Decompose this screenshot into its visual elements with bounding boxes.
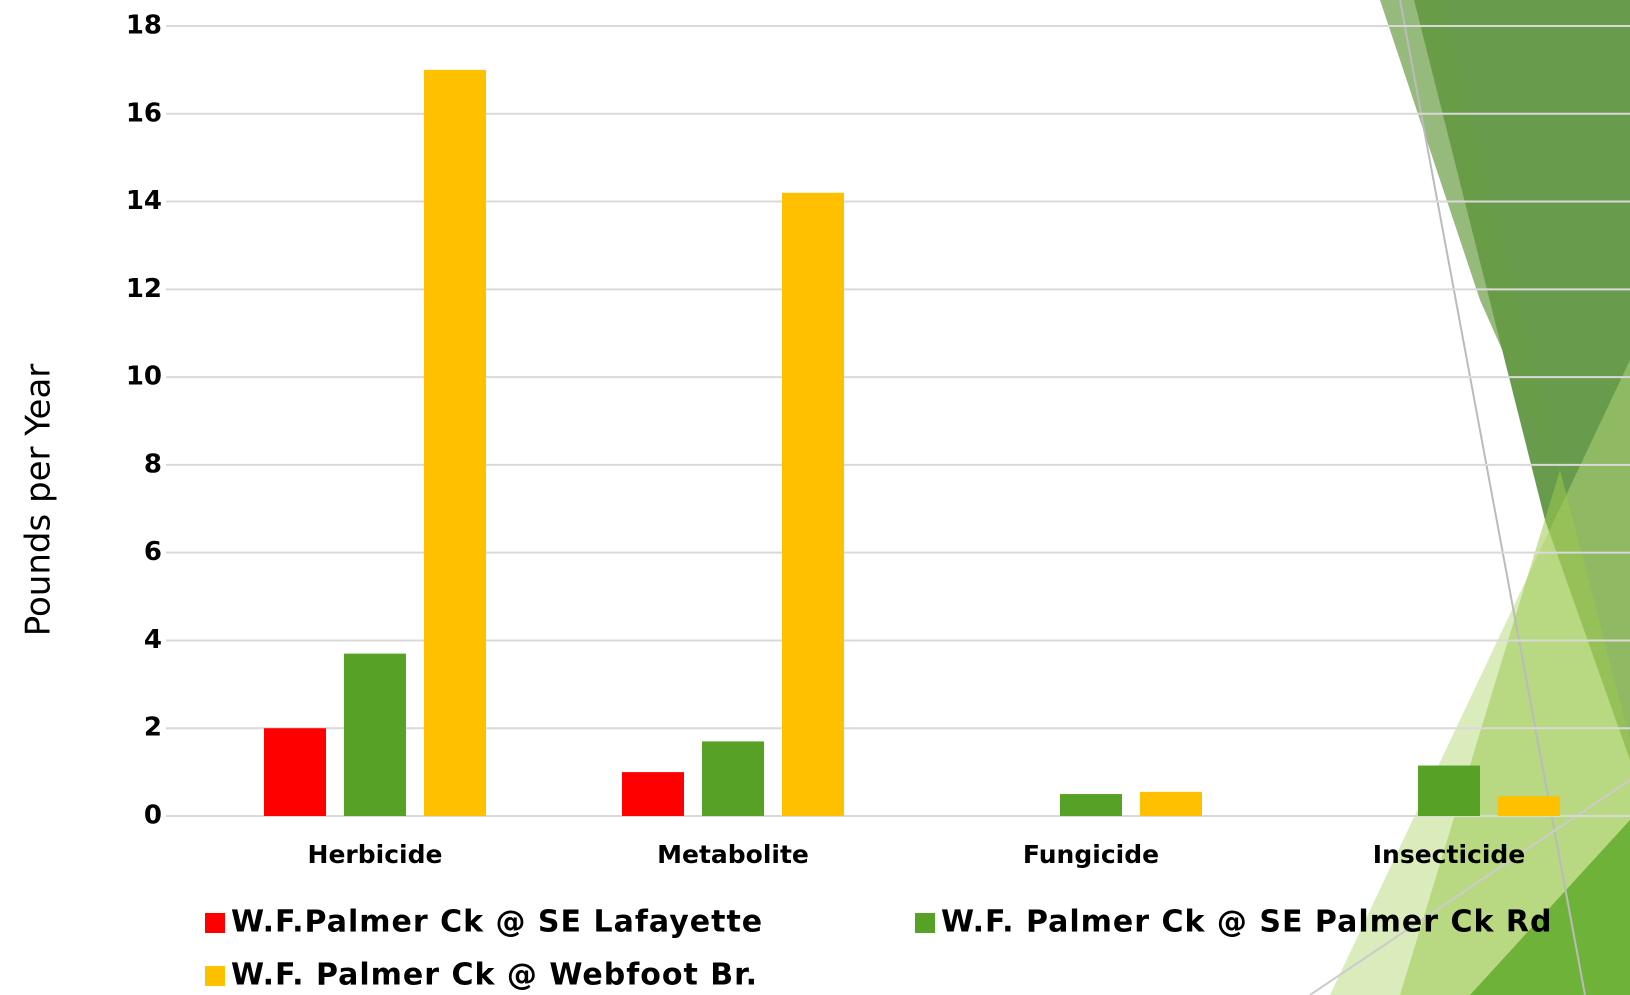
y-tick-label: 12	[126, 274, 162, 304]
bar	[622, 772, 684, 816]
y-tick-label: 10	[126, 362, 162, 392]
bar	[1418, 765, 1480, 816]
legend-swatch	[205, 913, 225, 933]
y-tick-label: 8	[144, 449, 162, 479]
bar	[1140, 791, 1202, 816]
bar	[782, 192, 844, 816]
bar	[1060, 794, 1122, 816]
legend-swatch	[205, 966, 225, 986]
y-tick-label: 18	[126, 11, 162, 41]
bar	[424, 69, 486, 816]
y-tick-label: 2	[144, 713, 162, 743]
y-tick-label: 14	[126, 186, 162, 216]
x-tick-label: Herbicide	[308, 840, 443, 869]
legend-label: W.F. Palmer Ck @ SE Palmer Ck Rd	[941, 905, 1552, 940]
bar	[1498, 796, 1560, 816]
bar	[344, 653, 406, 816]
legend-swatch	[915, 913, 935, 933]
decoration	[1309, 0, 1630, 995]
y-axis-label: Pounds per Year	[19, 364, 59, 637]
bar	[264, 728, 326, 816]
y-tick-label: 6	[144, 537, 162, 567]
y-tick-label: 0	[144, 801, 162, 831]
y-tick-label: 4	[144, 625, 162, 655]
x-tick-label: Insecticide	[1373, 840, 1526, 869]
bar	[702, 741, 764, 816]
y-tick-label: 16	[126, 98, 162, 128]
x-tick-label: Fungicide	[1023, 840, 1159, 869]
legend-label: W.F. Palmer Ck @ Webfoot Br.	[231, 958, 758, 993]
x-tick-label: Metabolite	[657, 840, 809, 869]
legend-label: W.F.Palmer Ck @ SE Lafayette	[231, 905, 763, 940]
